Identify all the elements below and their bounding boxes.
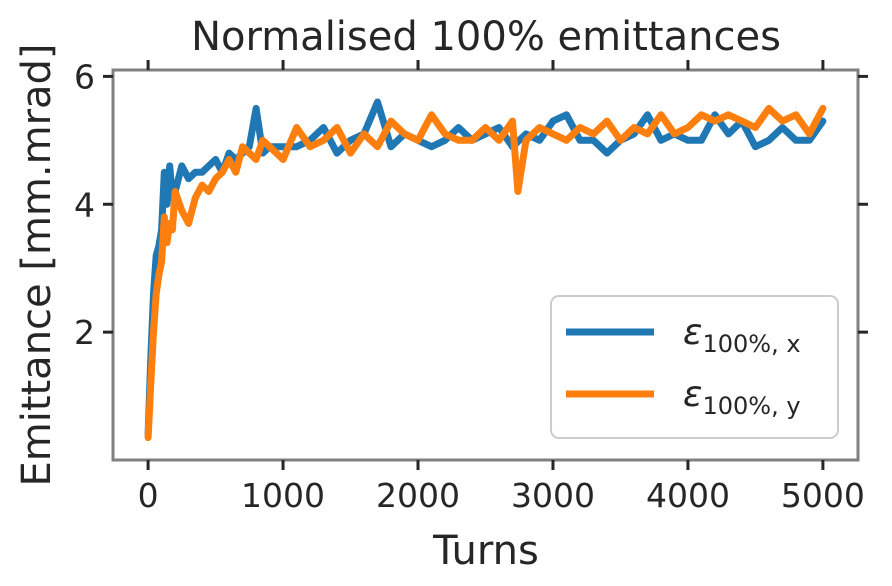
- legend-label-2: ε100%, y: [683, 374, 801, 420]
- legend-subscript: 100%, y: [702, 392, 800, 420]
- y-tick-label: 4: [74, 185, 95, 224]
- chart-title: Normalised 100% emittances: [191, 14, 781, 60]
- y-axis: 2 4 6: [74, 57, 868, 352]
- legend-symbol: ε: [683, 312, 702, 353]
- x-axis: 0 1000 2000 3000 4000 5000: [138, 60, 865, 515]
- plot-area: [144, 98, 827, 442]
- legend-subscript: 100%, x: [702, 330, 800, 358]
- x-tick-label: 5000: [781, 476, 865, 515]
- y-axis-label: Emittance [mm.mrad]: [14, 43, 60, 486]
- legend-symbol: ε: [683, 374, 702, 415]
- x-tick-label: 1000: [241, 476, 325, 515]
- x-tick-label: 0: [138, 476, 159, 515]
- x-axis-label: Turns: [432, 528, 539, 574]
- x-tick-label: 4000: [646, 476, 730, 515]
- y-tick-label: 6: [74, 57, 95, 96]
- plot-frame: [111, 68, 860, 462]
- x-tick-label: 3000: [511, 476, 595, 515]
- legend-label-1: ε100%, x: [683, 312, 801, 358]
- y-tick-label: 2: [74, 313, 95, 352]
- x-tick-label: 2000: [376, 476, 460, 515]
- series-line-2: [144, 104, 827, 442]
